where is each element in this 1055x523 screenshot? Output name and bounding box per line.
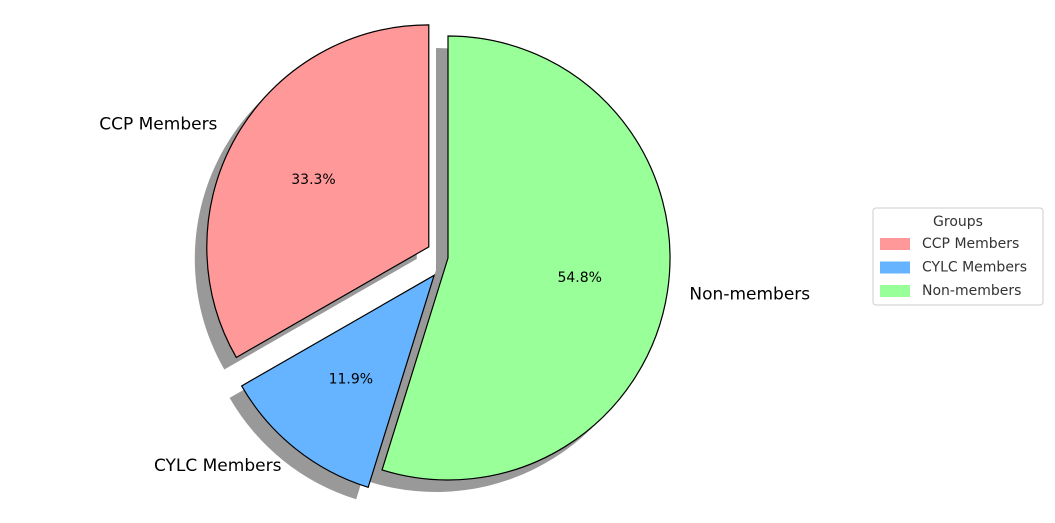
legend-swatch	[880, 285, 910, 297]
wedge	[206, 24, 430, 359]
category-label: Non-members	[689, 285, 810, 305]
legend-box	[872, 207, 1044, 306]
category-label: CCP Members	[99, 115, 217, 135]
legend-swatch	[880, 261, 910, 274]
wedges	[206, 24, 671, 489]
value-label: 11.9%	[329, 371, 373, 387]
legend-label: CYLC Members	[922, 260, 1027, 276]
wedge	[240, 274, 436, 489]
legend-title: Groups	[933, 214, 983, 230]
legend-swatch	[880, 238, 910, 250]
value-label: 54.8%	[557, 270, 601, 286]
labels: CCP Members 33.3% CYLC Members 11.9% Non-mem…	[99, 115, 810, 476]
legend-label: CCP Members	[922, 236, 1019, 252]
value-label: 33.3%	[291, 172, 335, 188]
wedge	[381, 35, 671, 481]
category-label: CYLC Members	[154, 456, 282, 476]
legend-label: Non-members	[922, 283, 1021, 299]
legend: Groups CCP Members CYLC Members Non-member…	[872, 207, 1044, 306]
